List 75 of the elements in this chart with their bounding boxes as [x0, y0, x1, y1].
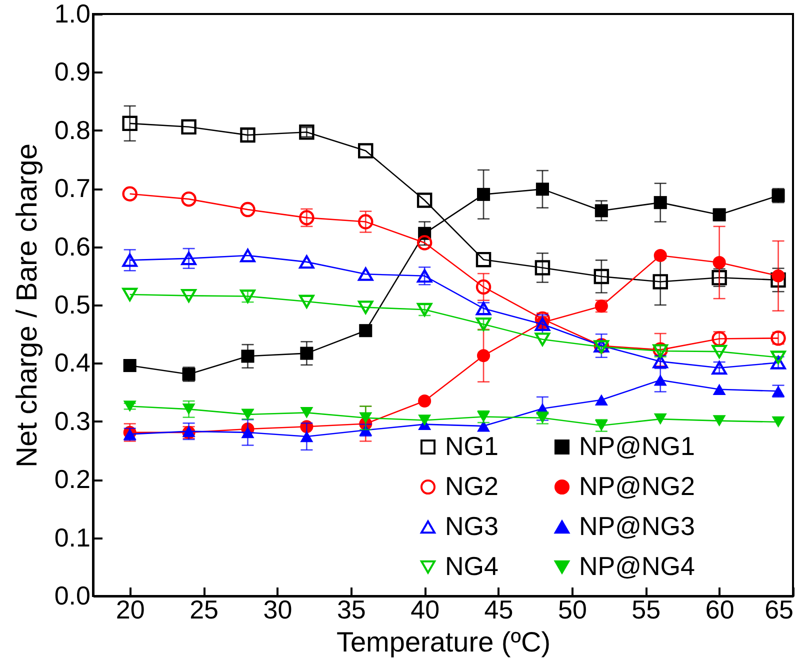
- point: [652, 274, 668, 290]
- point: [476, 252, 492, 268]
- point: [654, 413, 667, 425]
- y-tick-label: 0.0: [54, 580, 90, 610]
- y-tick-label: 0.7: [54, 173, 90, 204]
- legend-label: NG3: [445, 511, 498, 541]
- point: [181, 288, 196, 302]
- y-axis-title: Net charge / Bare charge: [11, 143, 44, 468]
- point: [712, 344, 727, 358]
- x-axis-title: Temperature (ºC): [336, 626, 551, 658]
- point: [770, 350, 786, 364]
- point: [416, 269, 432, 283]
- x-tick-label: 40: [410, 594, 440, 624]
- point: [358, 143, 374, 158]
- legend-label: NG4: [445, 551, 498, 581]
- point: [358, 300, 374, 314]
- point: [594, 268, 610, 284]
- y-tick-label: 0.8: [54, 114, 90, 145]
- y-tick-label: 0.3: [54, 406, 90, 436]
- point: [122, 253, 138, 267]
- point: [712, 384, 726, 396]
- point: [358, 214, 374, 230]
- point: [476, 279, 492, 295]
- point: [712, 415, 726, 426]
- point: [240, 248, 256, 262]
- point: [477, 188, 490, 201]
- point: [594, 204, 608, 218]
- point: [241, 350, 254, 363]
- point: [772, 416, 785, 428]
- x-tick-label: 60: [705, 594, 734, 624]
- x-tick-label: 35: [336, 594, 366, 624]
- point: [418, 414, 432, 426]
- y-tick-label: 0.6: [54, 231, 90, 262]
- point: [770, 272, 786, 288]
- point: [299, 255, 314, 269]
- point: [181, 191, 196, 207]
- legend-label: NG1: [445, 431, 498, 461]
- point: [122, 116, 138, 132]
- y-tick-label: 0.9: [54, 56, 90, 87]
- point: [534, 260, 550, 276]
- x-tick-label: 45: [484, 594, 514, 624]
- x-tick-label: 30: [263, 594, 292, 624]
- legend-label: NG2: [445, 471, 498, 501]
- point: [181, 119, 196, 135]
- y-tick-label: 0.2: [54, 464, 90, 494]
- y-tick-label: 0.4: [54, 348, 90, 378]
- legend-label: NP@NG4: [579, 551, 695, 581]
- point: [418, 394, 432, 408]
- point: [594, 394, 608, 406]
- point: [536, 182, 549, 196]
- y-tick-label: 1.0: [54, 0, 90, 28]
- point: [534, 332, 550, 346]
- point: [358, 267, 374, 281]
- point: [416, 235, 432, 250]
- point: [654, 249, 667, 262]
- point: [240, 202, 256, 218]
- x-tick-label: 55: [632, 594, 661, 624]
- legend-label: NP@NG2: [579, 471, 695, 501]
- x-tick-label: 25: [190, 594, 218, 624]
- legend-label: NP@NG1: [579, 431, 695, 461]
- legend-label: NP@NG3: [579, 511, 695, 541]
- point: [122, 186, 138, 202]
- point: [300, 407, 314, 418]
- point: [181, 252, 196, 266]
- point: [477, 420, 490, 432]
- point: [359, 324, 372, 338]
- point: [299, 294, 314, 308]
- x-tick-label: 50: [558, 594, 587, 624]
- x-tick-label: 65: [764, 594, 794, 624]
- y-tick-label: 0.1: [54, 522, 90, 552]
- point: [416, 192, 432, 208]
- x-tick-label: 20: [116, 594, 145, 624]
- y-tick-label: 0.5: [54, 290, 90, 320]
- point: [122, 288, 138, 302]
- point: [477, 349, 490, 362]
